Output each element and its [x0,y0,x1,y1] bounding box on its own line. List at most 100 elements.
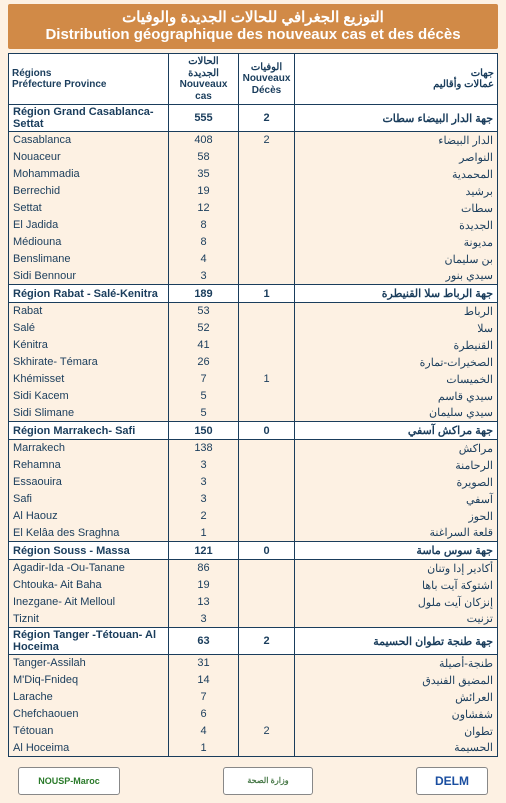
cell-deaths [239,611,295,628]
cell-cases: 58 [169,149,239,166]
region-cases: 63 [169,628,239,655]
cell-deaths [239,440,295,457]
region-header-row: Région Grand Casablanca-Settat5552جهة ال… [9,105,498,132]
cell-ar: سلا [295,320,498,337]
cell-cases: 2 [169,508,239,525]
table-row: Safi3آسفي [9,491,498,508]
header-deaths: الوفيات Nouveaux Décès [239,54,295,105]
table-row: Sidi Bennour3سيدي بنور [9,268,498,285]
cell-ar: بن سليمان [295,251,498,268]
cell-deaths [239,508,295,525]
cell-ar: سيدي قاسم [295,388,498,405]
cell-cases: 408 [169,132,239,149]
table-row: Larache7العرائش [9,689,498,706]
logo-ministry: وزارة الصحة [223,767,313,795]
cell-ar: قلعة السراغنة [295,525,498,542]
region-name-fr: Région Tanger -Tétouan- Al Hoceima [9,628,169,655]
cell-deaths [239,337,295,354]
header-row: Régions Préfecture Province الحالات الجد… [9,54,498,105]
region-deaths: 1 [239,285,295,303]
cell-cases: 41 [169,337,239,354]
cell-cases: 7 [169,689,239,706]
cell-deaths [239,457,295,474]
cell-cases: 3 [169,474,239,491]
cell-ar: أكادير إدا وتنان [295,560,498,577]
cell-cases: 3 [169,611,239,628]
table-row: Al Haouz2الحوز [9,508,498,525]
cell-deaths [239,560,295,577]
cell-deaths [239,149,295,166]
region-name-fr: Région Rabat - Salé-Kenitra [9,285,169,303]
cell-ar: مديونة [295,234,498,251]
cell-fr: Médiouna [9,234,169,251]
table-row: Essaouira3الصويرة [9,474,498,491]
table-row: Chefchaouen6شفشاون [9,706,498,723]
table-row: Tiznit3تزنيت [9,611,498,628]
table-row: Salé52سلا [9,320,498,337]
table-row: Médiouna8مديونة [9,234,498,251]
table-row: Benslimane4بن سليمان [9,251,498,268]
cell-ar: تطوان [295,723,498,740]
cell-deaths [239,234,295,251]
cell-cases: 8 [169,217,239,234]
cell-fr: Khémisset [9,371,169,388]
cell-fr: Sidi Slimane [9,405,169,422]
table-row: Sidi Slimane5سيدي سليمان [9,405,498,422]
cell-fr: Chtouka- Ait Baha [9,577,169,594]
logo-delm: DELM [416,767,488,795]
cell-cases: 3 [169,491,239,508]
title-band: التوزيع الجغرافي للحالات الجديدة والوفيا… [8,4,498,49]
cell-cases: 26 [169,354,239,371]
cell-ar: مراكش [295,440,498,457]
table-row: Khémisset71الخميسات [9,371,498,388]
cell-fr: Safi [9,491,169,508]
table-row: Nouaceur58 النواصر [9,149,498,166]
cell-ar: النواصر [295,149,498,166]
cell-fr: Al Haouz [9,508,169,525]
cell-fr: Rehamna [9,457,169,474]
footer-logos: NOUSP-Maroc وزارة الصحة DELM [8,757,498,795]
table-row: Rabat53الرباط [9,303,498,320]
table-row: Casablanca4082الدار البيضاء [9,132,498,149]
cell-deaths [239,740,295,757]
cell-fr: El Kelâa des Sraghna [9,525,169,542]
cell-fr: Essaouira [9,474,169,491]
cell-fr: Larache [9,689,169,706]
cell-deaths: 2 [239,723,295,740]
region-name-ar: جهة الدار البيضاء سطات [295,105,498,132]
cell-deaths [239,525,295,542]
cell-ar: إنزكان آيت ملول [295,594,498,611]
cell-fr: Nouaceur [9,149,169,166]
region-header-row: Région Tanger -Tétouan- Al Hoceima632جهة… [9,628,498,655]
distribution-table: Régions Préfecture Province الحالات الجد… [8,53,498,757]
cell-fr: Berrechid [9,183,169,200]
region-name-fr: Région Souss - Massa [9,542,169,560]
cell-deaths [239,405,295,422]
region-header-row: Région Rabat - Salé-Kenitra1891جهة الربا… [9,285,498,303]
cell-ar: تزنيت [295,611,498,628]
cell-fr: Kénitra [9,337,169,354]
cell-fr: Skhirate- Témara [9,354,169,371]
table-row: Agadir-Ida -Ou-Tanane86أكادير إدا وتنان [9,560,498,577]
region-name-fr: Région Marrakech- Safi [9,422,169,440]
table-row: Berrechid19برشيد [9,183,498,200]
cell-ar: القنيطرة [295,337,498,354]
cell-cases: 3 [169,457,239,474]
table-row: Al Hoceima1الحسيمة [9,740,498,757]
cell-fr: Rabat [9,303,169,320]
cell-deaths [239,251,295,268]
table-row: M'Diq-Fnideq14المضيق الفنيدق [9,672,498,689]
cell-ar: الرحامنة [295,457,498,474]
cell-deaths [239,491,295,508]
region-header-row: Région Souss - Massa1210جهة سوس ماسة [9,542,498,560]
cell-deaths [239,577,295,594]
table-row: Kénitra41 القنيطرة [9,337,498,354]
region-deaths: 0 [239,422,295,440]
cell-cases: 86 [169,560,239,577]
cell-deaths [239,655,295,672]
table-row: Tanger-Assilah31طنجة-أصيلة [9,655,498,672]
cell-cases: 4 [169,251,239,268]
cell-ar: الرباط [295,303,498,320]
cell-deaths [239,303,295,320]
cell-cases: 5 [169,388,239,405]
